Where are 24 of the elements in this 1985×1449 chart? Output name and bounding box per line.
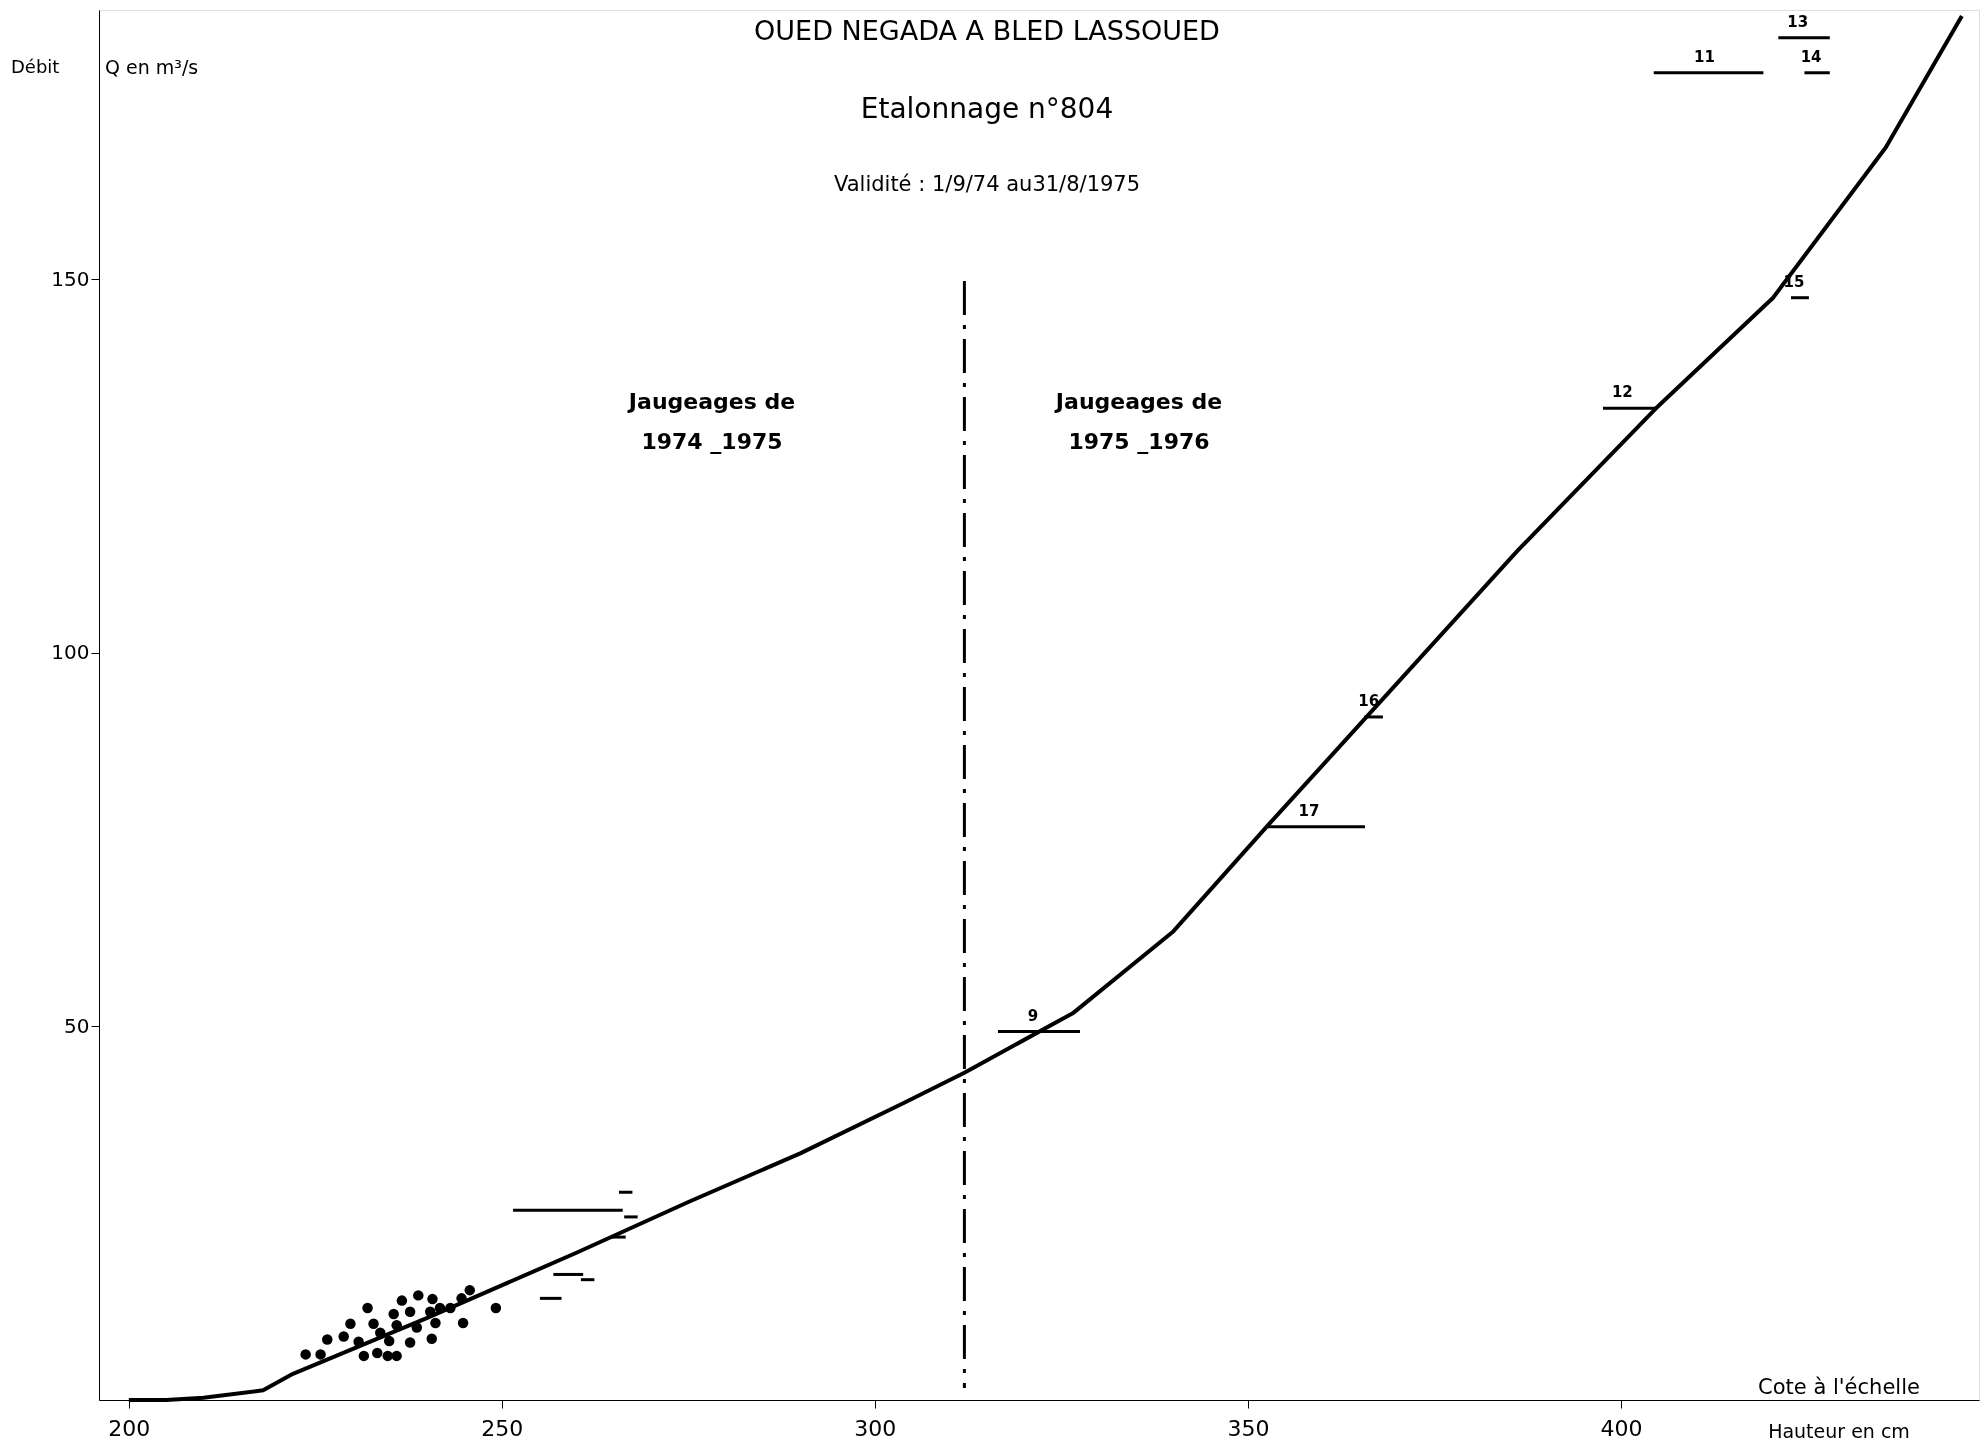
annotation: 11 bbox=[1693, 47, 1715, 66]
annotation: Jaugeages de 1974 _1975 bbox=[626, 389, 796, 454]
x-tick-label: 400 bbox=[1600, 1415, 1643, 1441]
text: Hauteur en cm bbox=[1768, 1420, 1910, 1442]
text: Etalonnage n°804 bbox=[860, 92, 1114, 125]
x-axis-title: Cote à l'échelle bbox=[1758, 1375, 1920, 1399]
x-tick-label: 300 bbox=[854, 1415, 897, 1441]
annotation: 9 bbox=[1027, 1006, 1039, 1025]
y-axis-title: Q en m³/s bbox=[105, 56, 199, 78]
x-tick-label: 350 bbox=[1227, 1415, 1270, 1441]
text: Débit bbox=[11, 56, 60, 77]
y-tick-label: 150 bbox=[51, 266, 90, 291]
x-tick-label: 250 bbox=[481, 1415, 524, 1441]
annotation: 16 bbox=[1358, 691, 1380, 710]
annotation: 12 bbox=[1611, 383, 1633, 402]
annotation: 13 bbox=[1787, 12, 1809, 31]
annotation: Jaugeages de 1975 _1976 bbox=[1053, 389, 1223, 454]
text: Validité : 1/9/74 au31/8/1975 bbox=[833, 172, 1141, 196]
x-tick-label: 200 bbox=[108, 1415, 151, 1441]
annotation: 17 bbox=[1298, 801, 1320, 820]
y-tick-label: 50 bbox=[64, 1013, 90, 1038]
y-tick-label: 100 bbox=[51, 640, 90, 665]
annotation: 14 bbox=[1800, 47, 1822, 66]
chart-title: OUED NEGADA A BLED LASSOUED bbox=[754, 15, 1220, 46]
